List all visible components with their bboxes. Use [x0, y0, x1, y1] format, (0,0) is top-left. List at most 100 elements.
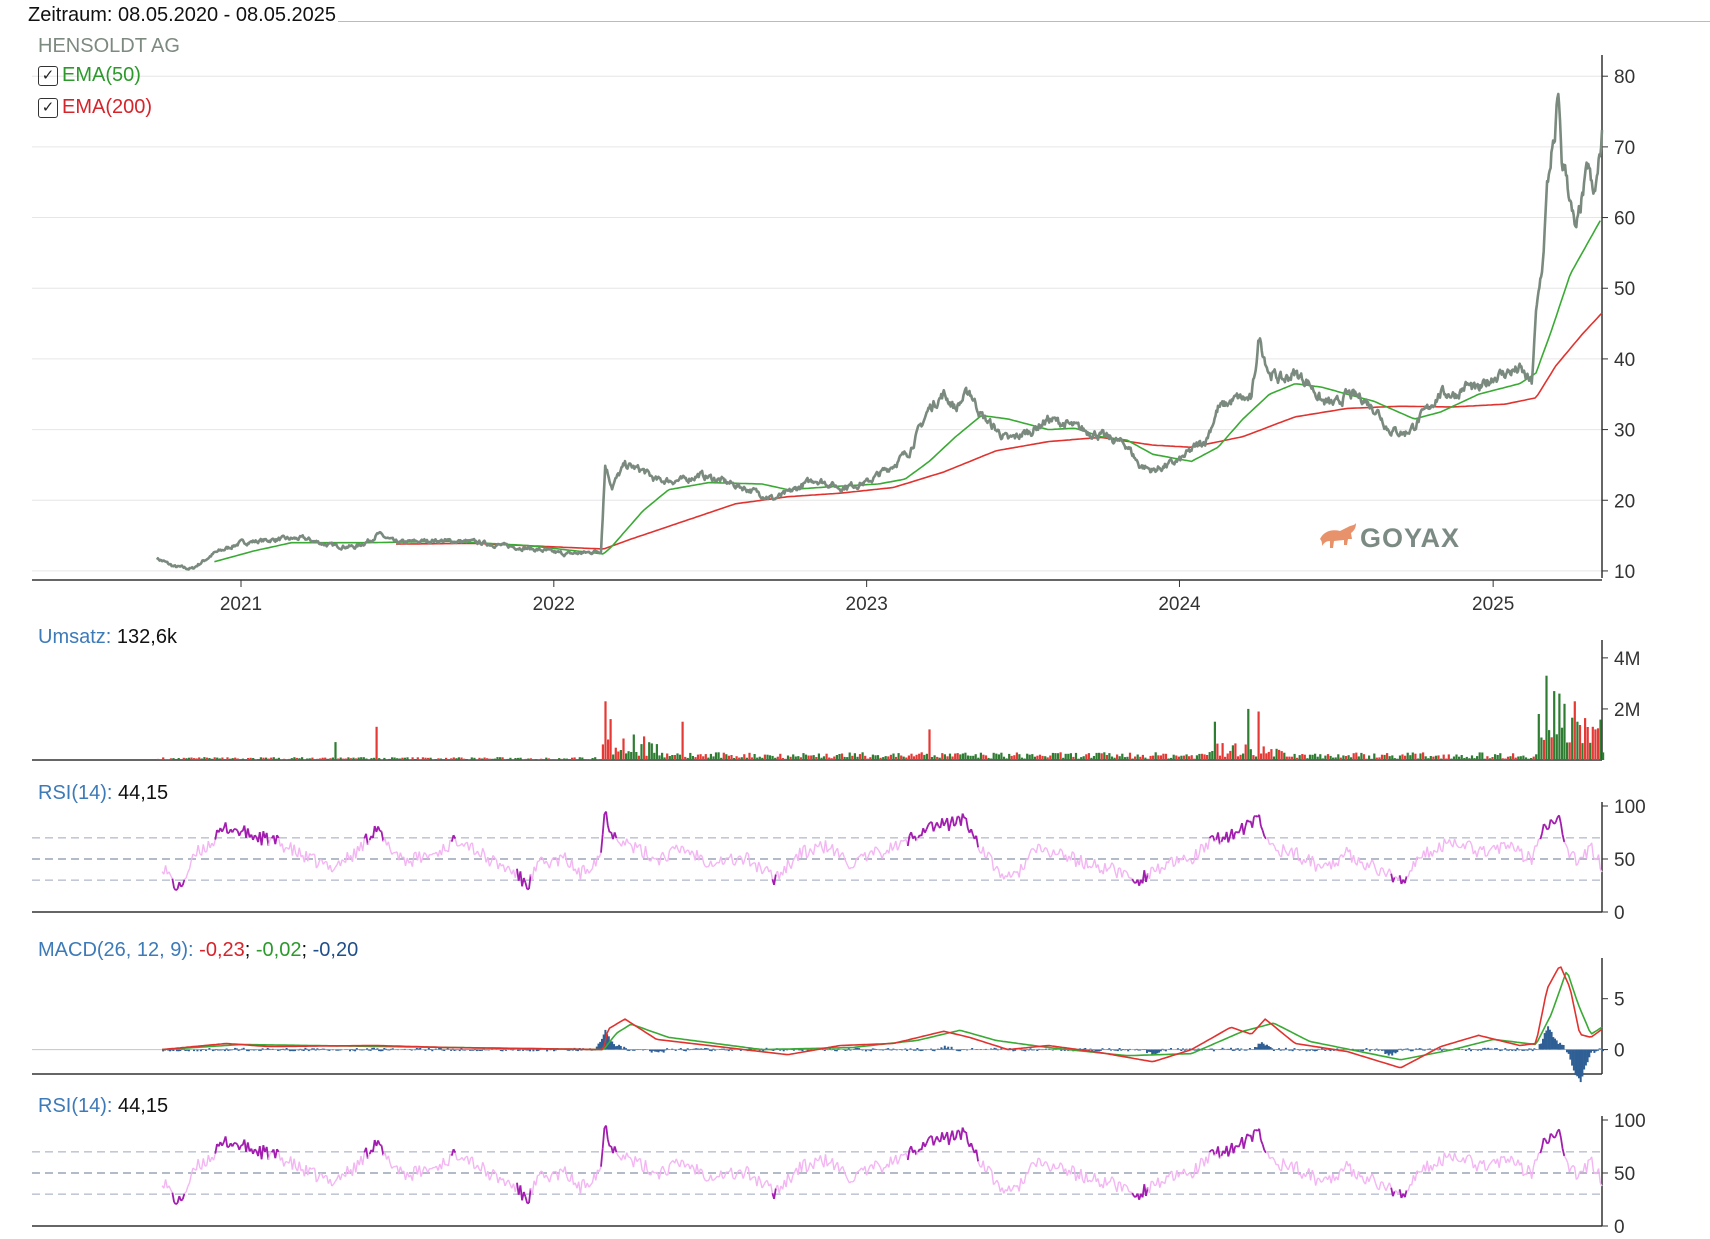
check-icon[interactable]: ✓ — [38, 98, 58, 118]
volume-bar — [849, 753, 851, 761]
macd-histogram-bar — [226, 1049, 228, 1050]
rsi-segment — [838, 848, 840, 858]
legend-ema200[interactable]: ✓ EMA(200) — [38, 96, 152, 119]
volume-bar — [689, 753, 691, 760]
volume-bar — [682, 722, 684, 760]
rsi-segment — [762, 871, 764, 874]
macd-histogram-bar — [529, 1050, 531, 1052]
rsi-segment — [1537, 839, 1539, 846]
volume-bar — [854, 753, 856, 760]
macd-histogram-bar — [424, 1050, 426, 1051]
volume-bar — [1319, 754, 1321, 760]
macd-histogram-bar — [723, 1049, 725, 1050]
macd-histogram-bar — [1307, 1050, 1309, 1051]
rsi-segment — [1095, 859, 1097, 868]
rsi-segment — [858, 856, 860, 857]
volume-bar — [514, 758, 516, 760]
rsi-segment-2 — [1444, 1153, 1446, 1158]
rsi-segment-2 — [1556, 1132, 1558, 1137]
rsi-segment-2 — [721, 1171, 723, 1179]
volume-bar — [165, 760, 167, 761]
rsi-segment — [992, 857, 994, 871]
volume-bar — [761, 758, 763, 760]
rsi-segment — [315, 854, 317, 868]
rsi-segment — [390, 849, 392, 854]
macd-histogram-bar — [1571, 1050, 1573, 1066]
macd-histogram-bar — [887, 1048, 889, 1050]
rsi-segment — [896, 841, 898, 850]
volume-bar — [664, 757, 666, 760]
rsi-segment-2 — [560, 1169, 562, 1170]
rsi-segment — [1117, 868, 1119, 878]
macd-histogram-bar — [930, 1049, 932, 1050]
rsi-segment-2 — [1218, 1146, 1220, 1158]
legend-ema50[interactable]: ✓ EMA(50) — [38, 64, 141, 87]
volume-bar — [905, 758, 907, 761]
rsi-segment — [1489, 849, 1491, 851]
rsi-segment — [618, 842, 620, 844]
macd-histogram-bar — [356, 1048, 358, 1050]
volume-bar — [954, 754, 956, 761]
rsi-segment-2 — [472, 1157, 474, 1169]
rsi-segment-2 — [1127, 1187, 1129, 1192]
volume-bar — [1111, 757, 1113, 761]
macd-histogram-bar — [1415, 1049, 1417, 1050]
rsi-segment-2 — [580, 1181, 582, 1195]
macd-histogram-bar — [188, 1050, 190, 1052]
rsi-segment-2 — [1321, 1181, 1323, 1182]
check-icon[interactable]: ✓ — [38, 66, 58, 86]
rsi-segment-2 — [676, 1159, 678, 1164]
volume-bar — [1548, 730, 1550, 760]
volume-bar — [895, 757, 897, 760]
volume-bar — [730, 755, 732, 760]
volume-bar — [1327, 754, 1329, 760]
x-tick-label: 2021 — [220, 594, 262, 615]
rsi-segment — [1024, 859, 1026, 869]
macd-histogram-bar — [1539, 1044, 1541, 1049]
rsi-segment — [380, 831, 382, 832]
volume-bar — [1224, 757, 1226, 760]
volume-bar — [406, 757, 408, 760]
macd-histogram-bar — [1030, 1048, 1032, 1049]
volume-bar — [1080, 757, 1082, 760]
rsi-segment-2 — [670, 1162, 672, 1164]
volume-bar — [1083, 756, 1085, 760]
rsi-segment — [934, 827, 936, 832]
volume-bar — [1597, 728, 1599, 760]
volume-bar — [1026, 754, 1028, 760]
rsi-segment — [875, 847, 877, 848]
macd-histogram-bar — [707, 1049, 709, 1050]
volume-bar — [1538, 714, 1540, 760]
volume-bar — [1060, 752, 1062, 760]
rsi-segment-2 — [181, 1199, 183, 1200]
rsi-segment-2 — [1489, 1163, 1491, 1165]
volume-bar — [1119, 756, 1121, 760]
volume-y-tick-label: 4M — [1614, 649, 1640, 670]
rsi-segment — [1472, 845, 1474, 854]
rsi-segment — [1172, 857, 1174, 867]
volume-bar — [1168, 759, 1170, 761]
rsi-segment — [1060, 849, 1062, 851]
volume-bar — [1042, 756, 1044, 760]
macd-histogram-bar — [527, 1050, 529, 1051]
rsi-segment-2 — [529, 1188, 531, 1203]
volume-bar — [288, 759, 290, 760]
macd-histogram-bar — [1371, 1049, 1373, 1050]
macd-histogram-bar — [1461, 1049, 1463, 1050]
volume-bar — [787, 756, 789, 761]
volume-bar — [1260, 754, 1262, 761]
rsi-segment — [856, 858, 858, 859]
rsi-segment — [805, 845, 807, 858]
volume-bar — [1345, 756, 1347, 760]
rsi-segment — [646, 846, 648, 857]
rsi-segment — [1533, 846, 1535, 854]
rsi-segment-2 — [1288, 1165, 1290, 1170]
rsi-segment — [1036, 844, 1038, 853]
macd-histogram-bar — [282, 1049, 284, 1050]
volume-bar — [445, 758, 447, 760]
rsi-segment — [1192, 862, 1194, 865]
rsi-segment-2 — [1081, 1169, 1083, 1180]
volume-bar — [756, 758, 758, 760]
macd-histogram-bar — [910, 1048, 912, 1049]
volume-bar — [1258, 712, 1260, 761]
